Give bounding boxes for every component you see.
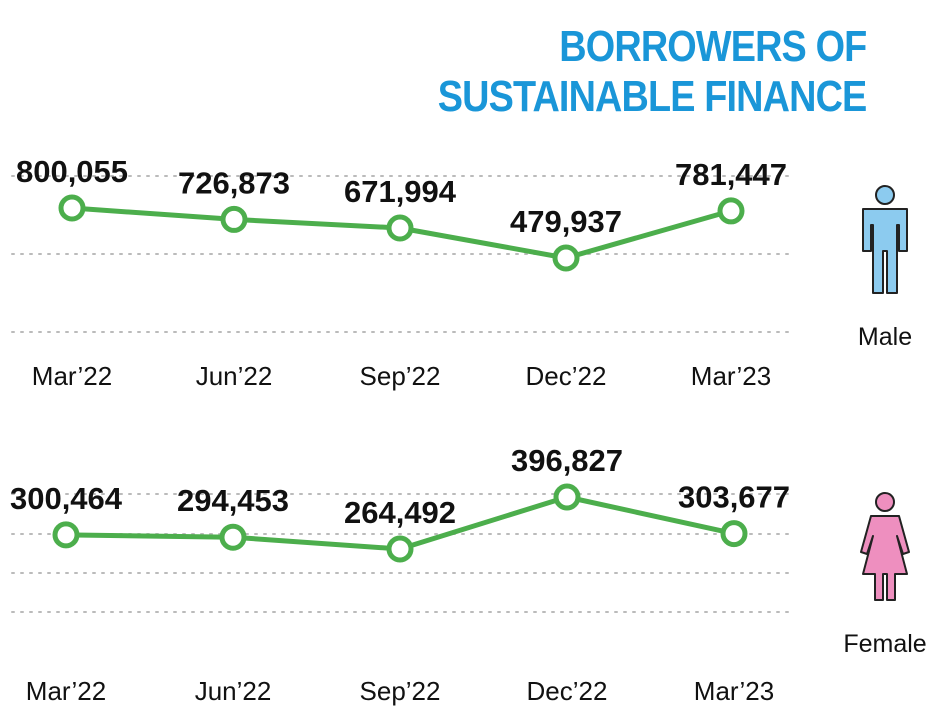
chart-panel-female: 300,464 294,453 264,492 396,827 303,677 Mar’2… bbox=[10, 443, 927, 706]
data-point bbox=[552, 244, 580, 272]
x-tick-label: Jun’22 bbox=[195, 676, 272, 706]
x-tick-label: Mar’22 bbox=[32, 361, 112, 391]
series-name-label: Female bbox=[843, 630, 926, 658]
x-tick-label: Mar’23 bbox=[691, 361, 771, 391]
data-label: 800,055 bbox=[16, 154, 128, 189]
data-label: 726,873 bbox=[178, 165, 290, 200]
data-label: 303,677 bbox=[678, 480, 790, 515]
data-point bbox=[386, 535, 414, 563]
title-line-1: BORROWERS OF bbox=[558, 22, 867, 71]
data-label: 396,827 bbox=[511, 443, 623, 478]
data-point bbox=[220, 205, 248, 233]
data-point bbox=[386, 214, 414, 242]
data-label: 264,492 bbox=[344, 495, 456, 530]
data-point bbox=[553, 483, 581, 511]
data-point bbox=[219, 523, 247, 551]
title-line-2: SUSTAINABLE FINANCE bbox=[437, 72, 867, 121]
series-name-label: Male bbox=[858, 323, 912, 351]
data-point bbox=[720, 520, 748, 548]
data-point bbox=[52, 521, 80, 549]
data-label: 781,447 bbox=[675, 157, 787, 192]
x-tick-label: Jun’22 bbox=[196, 361, 273, 391]
x-tick-label: Sep’22 bbox=[360, 676, 441, 706]
x-tick-label: Sep’22 bbox=[360, 361, 441, 391]
x-tick-label: Dec’22 bbox=[527, 676, 608, 706]
x-tick-label: Mar’23 bbox=[694, 676, 774, 706]
male-person-icon bbox=[862, 185, 908, 294]
x-tick-label: Mar’22 bbox=[26, 676, 106, 706]
chart-panel-male: 800,055 726,873 671,994 479,937 781,447 Mar’2… bbox=[11, 154, 912, 391]
data-point bbox=[717, 197, 745, 225]
data-point bbox=[58, 194, 86, 222]
data-label: 479,937 bbox=[510, 204, 622, 239]
data-label: 671,994 bbox=[344, 174, 457, 209]
female-person-icon bbox=[860, 492, 910, 601]
data-label: 294,453 bbox=[177, 483, 289, 518]
chart-title: BORROWERS OF SUSTAINABLE FINANCE bbox=[437, 22, 867, 122]
data-label: 300,464 bbox=[10, 481, 123, 516]
x-tick-label: Dec’22 bbox=[526, 361, 607, 391]
